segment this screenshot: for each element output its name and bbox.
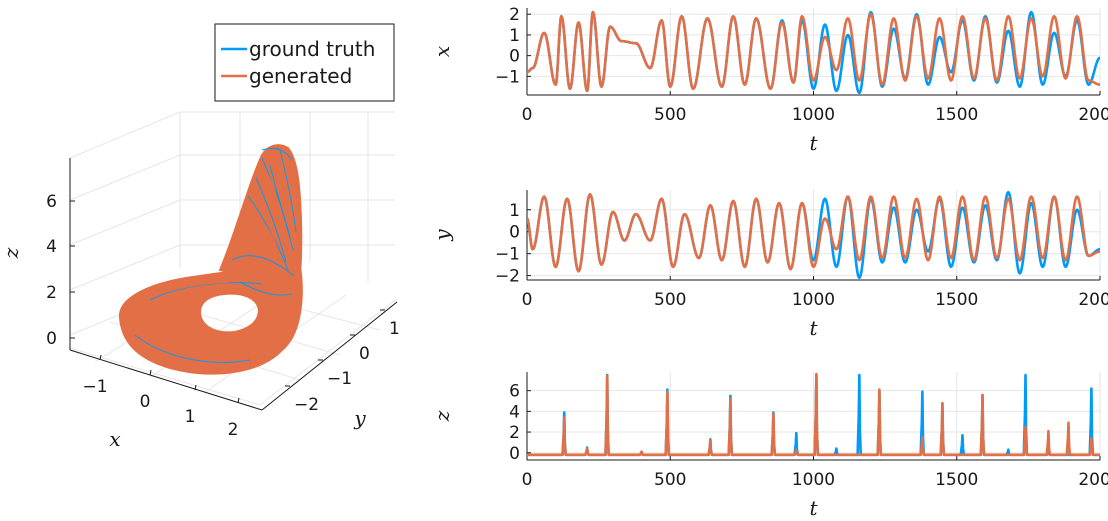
x-tick-label: 1000	[792, 290, 835, 310]
x-tick-label: 0	[522, 290, 533, 310]
generated-attractor-line	[265, 161, 289, 246]
x-tick-label: 2	[228, 420, 239, 440]
ground-truth-attractor-line	[279, 149, 297, 233]
y-tick-label: 0	[359, 344, 370, 364]
y-tick-label: 1	[509, 26, 520, 46]
ground-truth-attractor-line	[247, 195, 289, 271]
generated-z-series-line	[527, 372, 1100, 457]
x-tick-label: 1500	[935, 470, 978, 490]
legend: ground truth generated	[214, 23, 395, 102]
x-tick-label: 1000	[792, 470, 835, 490]
y-tick-label: 0	[509, 223, 520, 243]
y-tick-label: −1	[495, 67, 520, 87]
x-tick-mark	[149, 369, 152, 376]
generated-attractor-line	[149, 339, 263, 360]
attractor-body	[118, 144, 303, 375]
y-tick-label: −1	[495, 245, 520, 265]
x-tick-label: 1500	[935, 290, 978, 310]
3d-gridline	[69, 154, 181, 201]
ground-truth-attractor-line	[134, 334, 251, 363]
y-tick-label: 6	[509, 382, 520, 402]
z-tick-label: 6	[46, 192, 57, 212]
x-tick-mark	[99, 354, 102, 361]
x-tick-mark	[237, 397, 240, 404]
3d-floor-gridline	[259, 299, 396, 406]
z-tick-label: 4	[46, 237, 57, 257]
ground-truth-attractor-line	[261, 147, 293, 161]
ground-truth-attractor-line	[149, 282, 263, 301]
y-tick-label: 1	[509, 201, 520, 221]
y-axis-line	[261, 301, 398, 411]
z-axis-title: z	[0, 247, 23, 259]
3d-gridline	[69, 244, 181, 291]
generated-y-series-line	[527, 193, 1100, 273]
x-tick-label: 0	[522, 470, 533, 490]
x-axis-title: t	[809, 131, 818, 155]
y-tick-label: −2	[495, 267, 520, 287]
x-tick-label: 0	[522, 105, 533, 125]
y-tick-label: 0	[509, 47, 520, 67]
y-axis-title: y	[430, 229, 454, 242]
generated-ring-fill	[118, 264, 303, 375]
y-axis-title: y	[353, 406, 366, 430]
y-tick-label: 2	[509, 423, 520, 443]
series-group	[527, 190, 1100, 280]
x-tick-label: 0	[140, 392, 151, 412]
3d-gridline	[69, 111, 181, 159]
generated-x-series-line	[527, 10, 1100, 93]
generated-attractor-line	[251, 189, 285, 269]
ground-truth-legend-label: ground truth	[249, 37, 375, 61]
y-tick-label: 4	[509, 402, 520, 422]
x-tick-mark	[194, 384, 197, 391]
x-tick-label: 500	[654, 105, 686, 125]
y-tick-label: 0	[509, 444, 520, 464]
ground-truth-attractor-line	[269, 164, 294, 251]
y-axis-title: z	[430, 410, 454, 422]
series-group	[527, 372, 1100, 457]
series-group	[527, 10, 1100, 95]
y-tick-label: 1	[389, 319, 400, 339]
z-tick-label: 2	[46, 283, 57, 303]
generated-fin-fill	[218, 144, 303, 302]
3d-gridline	[69, 199, 181, 246]
legend-box	[214, 23, 395, 102]
x-tick-label: 500	[654, 470, 686, 490]
z-timeseries-panel: 05001000150020000246tz	[430, 372, 1108, 520]
z-tick-label: 0	[46, 329, 57, 349]
x-tick-label: 1	[185, 407, 196, 427]
x-axis-title: t	[809, 496, 818, 520]
x-tick-label: −1	[82, 377, 107, 397]
y-tick-label: 2	[509, 5, 520, 25]
x-tick-label: 1500	[935, 105, 978, 125]
y-tick-label: −1	[327, 369, 352, 389]
y-tick-label: −2	[294, 395, 319, 415]
ground-truth-attractor-line	[239, 281, 293, 296]
x-tick-label: 1000	[792, 105, 835, 125]
generated-legend-label: generated	[249, 64, 352, 88]
x-axis-title: x	[109, 427, 120, 451]
3d-floor-gridline	[69, 347, 261, 406]
x-axis-title: t	[809, 316, 818, 340]
ground-truth-attractor-line	[255, 177, 287, 263]
x-tick-label: 500	[654, 290, 686, 310]
generated-attractor-line	[129, 281, 231, 313]
y-axis-title: x	[430, 46, 454, 57]
ground-truth-attractor-line	[231, 255, 295, 277]
x-axis-line	[69, 349, 263, 411]
